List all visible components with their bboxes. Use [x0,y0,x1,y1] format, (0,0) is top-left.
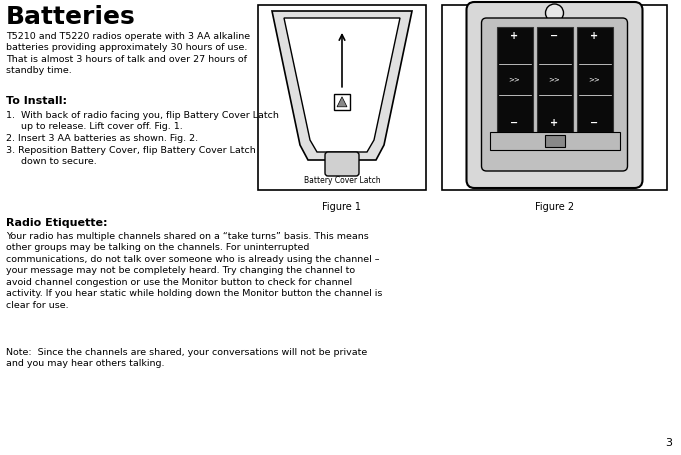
Text: 2. Insert 3 AA batteries as shown. Fig. 2.: 2. Insert 3 AA batteries as shown. Fig. … [6,134,198,143]
Text: −: − [511,118,518,128]
Polygon shape [272,11,412,160]
Bar [490,132,620,150]
Bar [537,27,573,132]
FancyBboxPatch shape [325,152,359,176]
Text: Note:  Since the channels are shared, your conversations will not be private
and: Note: Since the channels are shared, you… [6,348,367,369]
Bar [577,27,612,132]
Text: −: − [550,31,558,41]
Text: >>: >> [588,76,601,82]
Bar [496,27,533,132]
Polygon shape [337,97,347,107]
Text: +: + [550,118,558,128]
Text: Battery Cover Latch: Battery Cover Latch [304,176,380,185]
Text: >>: >> [509,76,520,82]
Text: Figure 1: Figure 1 [323,202,362,212]
FancyBboxPatch shape [481,18,627,171]
Polygon shape [284,18,400,152]
Bar [258,5,426,190]
Text: To Install:: To Install: [6,96,67,106]
Text: Radio Etiquette:: Radio Etiquette: [6,218,108,228]
Text: 3. Reposition Battery Cover, flip Battery Cover Latch
     down to secure.: 3. Reposition Battery Cover, flip Batter… [6,146,256,167]
Text: +: + [511,31,518,41]
Text: >>: >> [549,76,560,82]
Text: 3: 3 [665,438,672,448]
Text: T5210 and T5220 radios operate with 3 AA alkaline
batteries providing approximat: T5210 and T5220 radios operate with 3 AA… [6,32,250,76]
Circle shape [545,4,563,22]
Text: Figure 2: Figure 2 [535,202,574,212]
Text: −: − [590,118,599,128]
FancyBboxPatch shape [466,2,642,188]
Bar [334,94,350,110]
Bar [545,135,565,147]
Text: +: + [590,31,599,41]
Text: Batteries: Batteries [6,5,136,29]
Text: 1.  With back of radio facing you, flip Battery Cover Latch
     up to release. : 1. With back of radio facing you, flip B… [6,111,279,131]
Bar [442,5,667,190]
Text: Your radio has multiple channels shared on a “take turns” basis. This means
othe: Your radio has multiple channels shared … [6,232,382,310]
